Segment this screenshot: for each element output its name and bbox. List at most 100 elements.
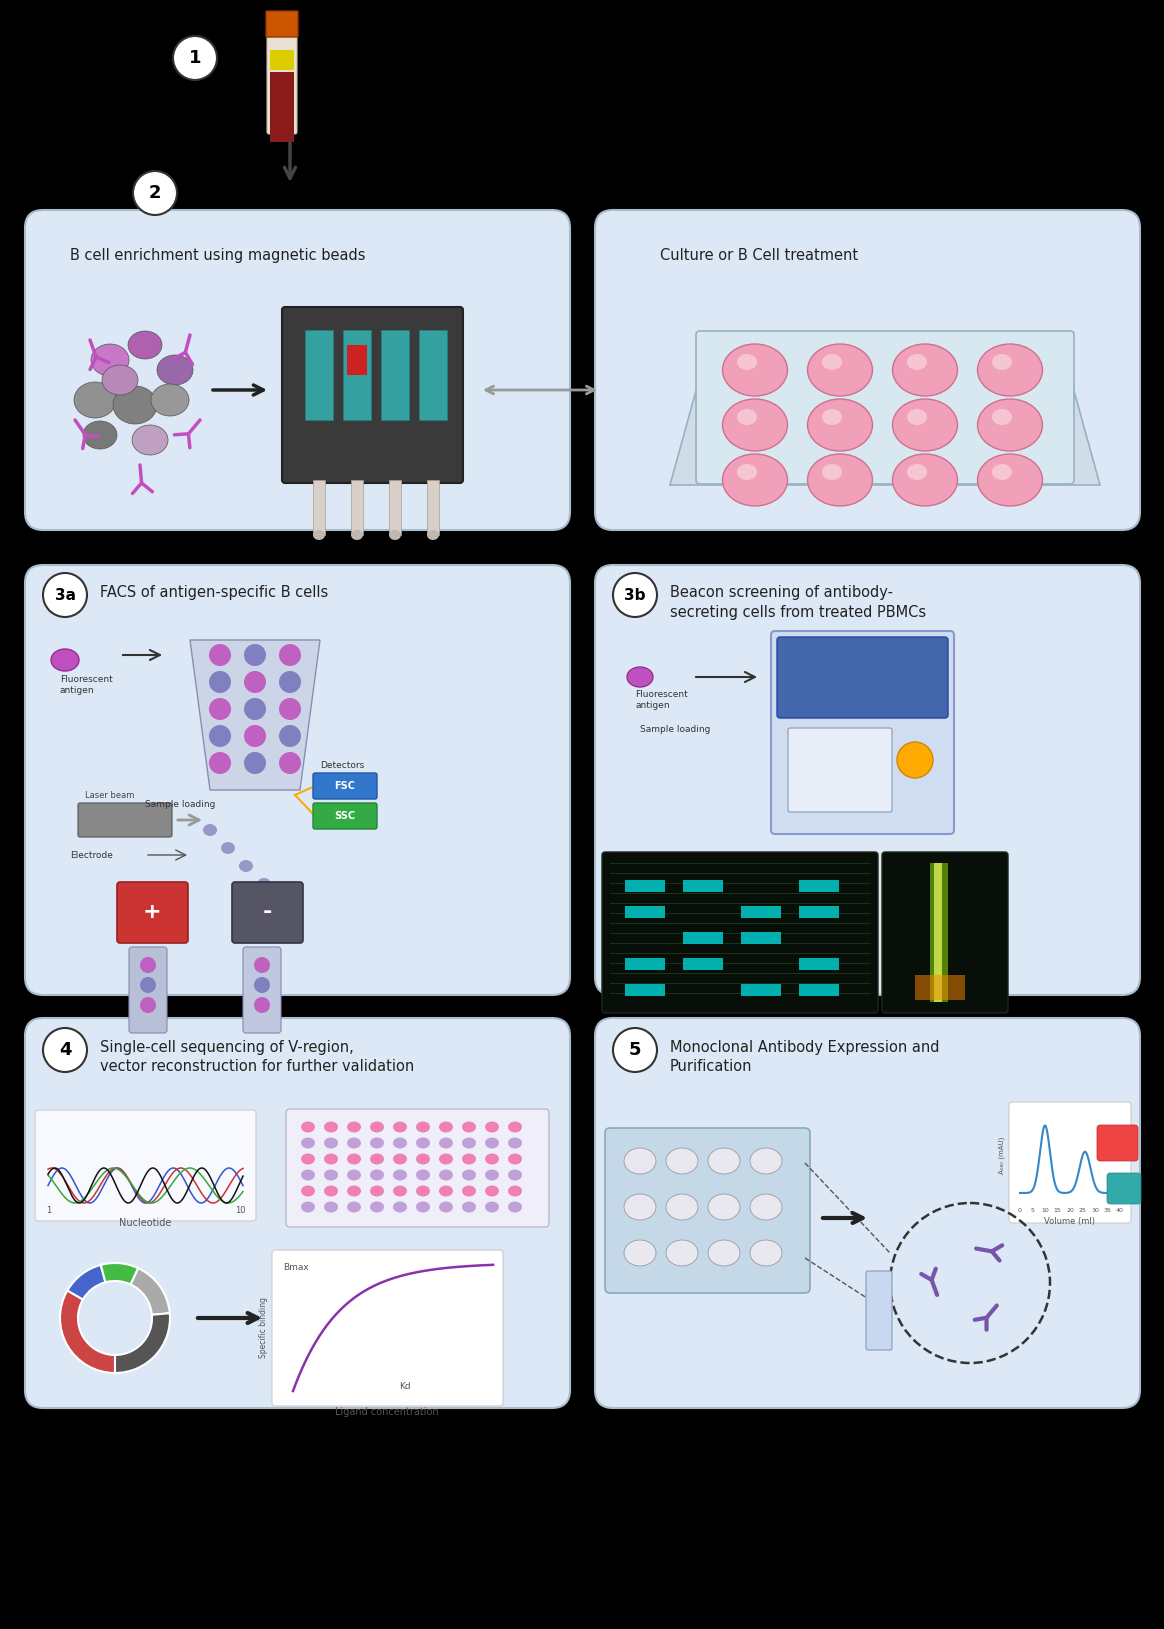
Text: Sample loading: Sample loading [146, 800, 215, 810]
Circle shape [279, 643, 301, 666]
Bar [343, 331, 371, 420]
Text: A₀₈₀ (mAU): A₀₈₀ (mAU) [999, 1137, 1006, 1173]
Text: 35: 35 [1103, 1209, 1112, 1214]
Ellipse shape [992, 353, 1012, 370]
Ellipse shape [239, 860, 253, 872]
Bar [799, 984, 839, 995]
Ellipse shape [485, 1186, 499, 1196]
Bar [270, 72, 294, 142]
Circle shape [140, 956, 156, 973]
FancyBboxPatch shape [78, 803, 172, 837]
Ellipse shape [439, 1153, 453, 1165]
Circle shape [244, 725, 267, 748]
Ellipse shape [324, 1153, 338, 1165]
Wedge shape [130, 1267, 170, 1315]
Bar [741, 984, 781, 995]
Ellipse shape [416, 1202, 430, 1212]
Ellipse shape [370, 1121, 384, 1132]
Bar [934, 863, 942, 1002]
Circle shape [210, 753, 230, 774]
Ellipse shape [893, 454, 958, 507]
Polygon shape [190, 640, 320, 790]
Ellipse shape [370, 1137, 384, 1148]
Ellipse shape [370, 1153, 384, 1165]
Text: Volume (ml): Volume (ml) [1044, 1217, 1095, 1227]
FancyBboxPatch shape [788, 728, 892, 811]
Bar [305, 331, 333, 420]
Ellipse shape [51, 648, 79, 671]
Text: Kd: Kd [399, 1381, 411, 1391]
Circle shape [254, 956, 270, 973]
FancyBboxPatch shape [313, 774, 377, 798]
Text: 1: 1 [189, 49, 201, 67]
Bar [915, 976, 965, 1000]
Circle shape [43, 1028, 87, 1072]
Ellipse shape [978, 344, 1043, 396]
Ellipse shape [324, 1170, 338, 1181]
Text: +: + [143, 902, 162, 922]
Ellipse shape [808, 344, 873, 396]
FancyBboxPatch shape [286, 1109, 549, 1227]
Text: Ligand concentration: Ligand concentration [335, 1407, 439, 1417]
Bar [683, 932, 723, 943]
FancyBboxPatch shape [129, 946, 166, 1033]
FancyBboxPatch shape [595, 1018, 1140, 1407]
Bar [427, 481, 439, 534]
Text: 3b: 3b [624, 588, 646, 603]
Ellipse shape [708, 1240, 740, 1266]
Text: Sample loading: Sample loading [640, 725, 710, 735]
Text: Culture or B Cell treatment: Culture or B Cell treatment [660, 248, 858, 262]
Ellipse shape [666, 1148, 698, 1175]
Bar [930, 863, 947, 1002]
FancyBboxPatch shape [24, 210, 570, 529]
Ellipse shape [462, 1186, 476, 1196]
Text: 0: 0 [1018, 1209, 1022, 1214]
Text: 10: 10 [1041, 1209, 1049, 1214]
Ellipse shape [485, 1121, 499, 1132]
Ellipse shape [427, 529, 439, 539]
Ellipse shape [347, 1137, 361, 1148]
Ellipse shape [83, 420, 118, 450]
Ellipse shape [393, 1121, 407, 1132]
Text: FSC: FSC [334, 780, 355, 792]
Circle shape [244, 643, 267, 666]
Ellipse shape [352, 529, 363, 539]
Ellipse shape [624, 1194, 656, 1220]
Ellipse shape [439, 1137, 453, 1148]
FancyBboxPatch shape [313, 803, 377, 829]
Circle shape [254, 997, 270, 1013]
Ellipse shape [370, 1186, 384, 1196]
Circle shape [43, 573, 87, 617]
FancyBboxPatch shape [267, 11, 298, 37]
Ellipse shape [508, 1121, 521, 1132]
Circle shape [279, 725, 301, 748]
Text: Detectors: Detectors [320, 761, 364, 769]
Bar [625, 984, 665, 995]
Ellipse shape [347, 1121, 361, 1132]
Circle shape [140, 997, 156, 1013]
Ellipse shape [416, 1121, 430, 1132]
Text: Fluorescent
antigen: Fluorescent antigen [61, 674, 113, 696]
Ellipse shape [203, 824, 217, 836]
FancyBboxPatch shape [118, 881, 189, 943]
FancyBboxPatch shape [24, 565, 570, 995]
Circle shape [279, 671, 301, 692]
Ellipse shape [893, 344, 958, 396]
Circle shape [210, 671, 230, 692]
Ellipse shape [737, 353, 757, 370]
Ellipse shape [301, 1121, 315, 1132]
Bar [419, 331, 447, 420]
Ellipse shape [347, 1170, 361, 1181]
FancyBboxPatch shape [866, 1271, 892, 1350]
Bar [352, 481, 363, 534]
Ellipse shape [822, 409, 842, 425]
Ellipse shape [723, 344, 788, 396]
Ellipse shape [301, 1137, 315, 1148]
Ellipse shape [157, 355, 193, 384]
Ellipse shape [508, 1202, 521, 1212]
Ellipse shape [416, 1153, 430, 1165]
Text: 30: 30 [1091, 1209, 1099, 1214]
Ellipse shape [102, 365, 139, 394]
Ellipse shape [439, 1186, 453, 1196]
Ellipse shape [666, 1240, 698, 1266]
